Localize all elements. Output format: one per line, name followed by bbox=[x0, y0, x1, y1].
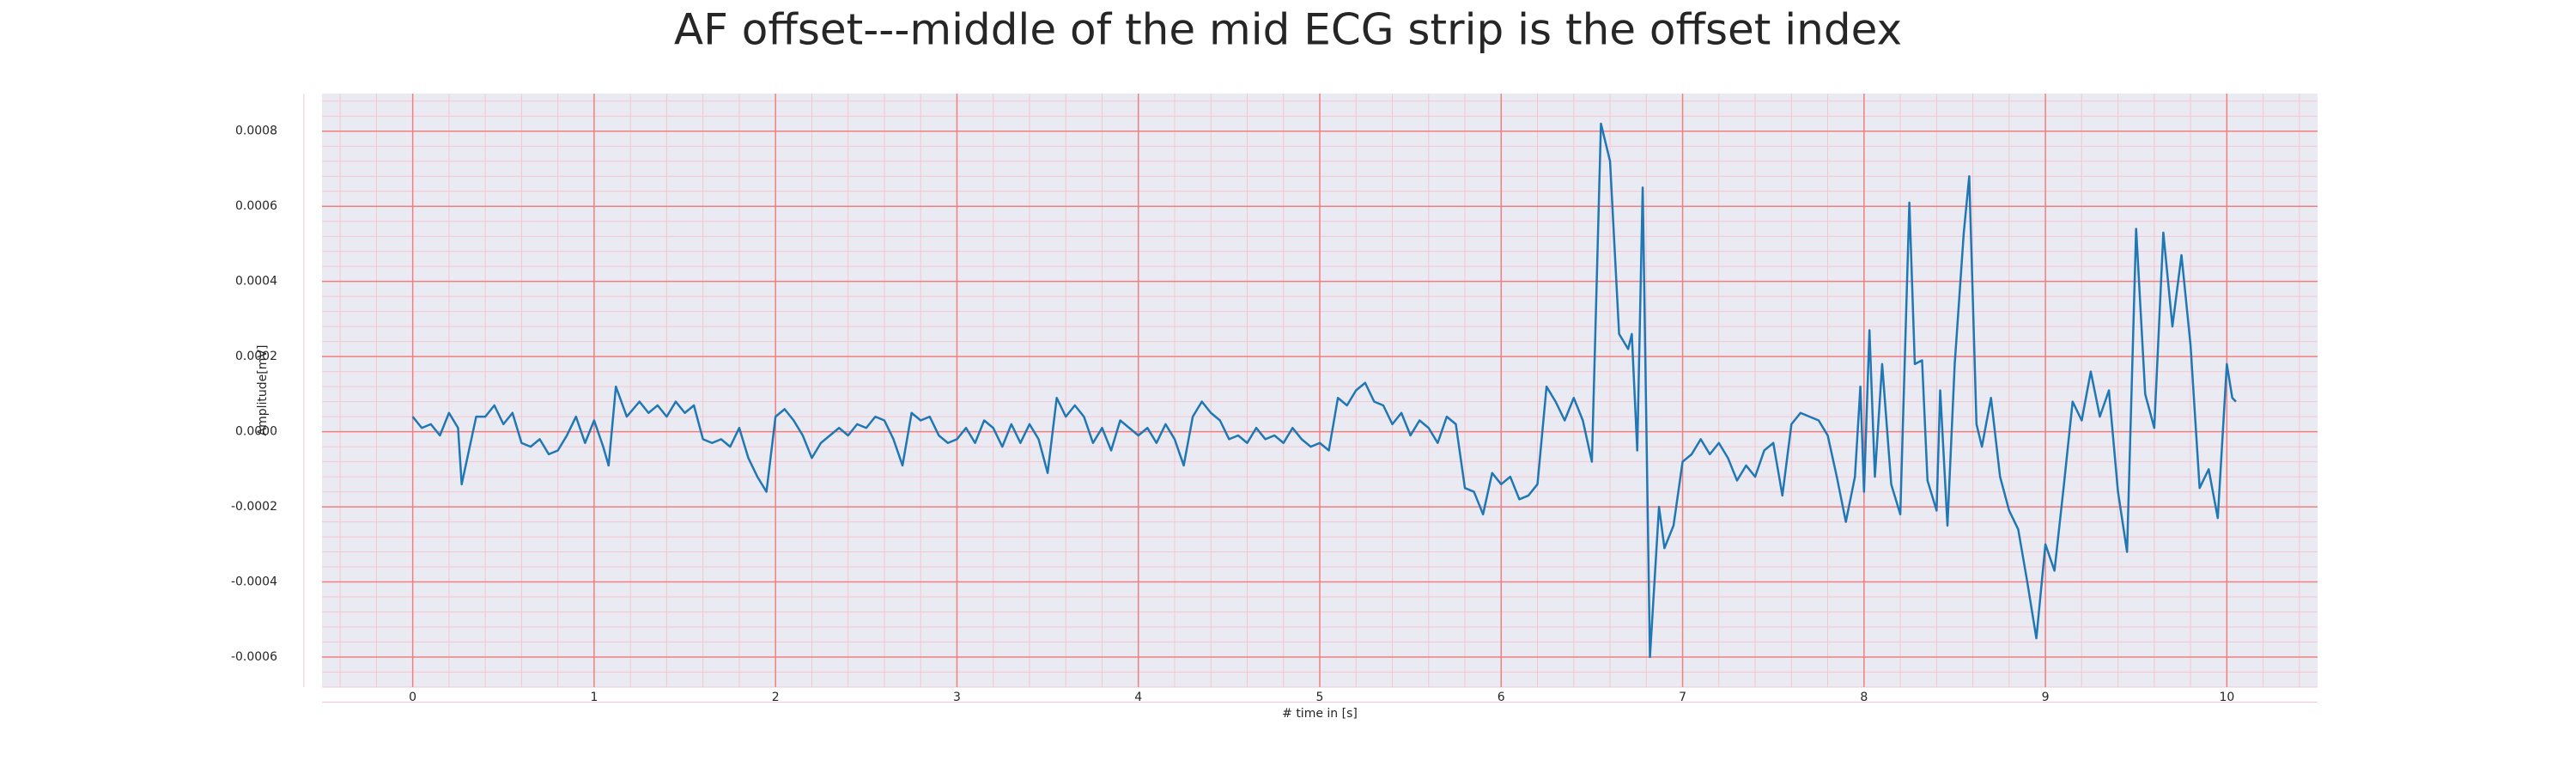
x-tick-label: 4 bbox=[1134, 691, 1142, 704]
x-tick-label: 0 bbox=[409, 691, 416, 704]
x-tick-label: 8 bbox=[1860, 691, 1868, 704]
x-tick-label: 2 bbox=[772, 691, 780, 704]
x-tick-label: 5 bbox=[1316, 691, 1324, 704]
y-tick-label: 0.0002 bbox=[235, 350, 277, 363]
ecg-line bbox=[411, 122, 2237, 659]
x-axis-label: # time in [s] bbox=[1282, 707, 1358, 721]
x-tick-label: 1 bbox=[590, 691, 598, 704]
x-tick-label: 3 bbox=[953, 691, 961, 704]
x-tick-label: 10 bbox=[2219, 691, 2234, 704]
y-tick-label: 0.0006 bbox=[235, 199, 277, 213]
y-tick-label: -0.0004 bbox=[231, 575, 277, 589]
y-tick-label: -0.0002 bbox=[231, 500, 277, 514]
x-tick-label: 9 bbox=[2042, 691, 2050, 704]
y-axis-label: Amplitude[mV] bbox=[256, 345, 270, 436]
y-tick-label: 0.0008 bbox=[235, 125, 277, 138]
y-tick-label: 0.0004 bbox=[235, 275, 277, 289]
x-tick-label: 7 bbox=[1679, 691, 1686, 704]
y-tick-label: 0.0000 bbox=[235, 425, 277, 439]
x-tick-label: 6 bbox=[1498, 691, 1505, 704]
y-tick-label: -0.0006 bbox=[231, 650, 277, 664]
chart-title: AF offset---middle of the mid ECG strip … bbox=[674, 5, 1902, 55]
